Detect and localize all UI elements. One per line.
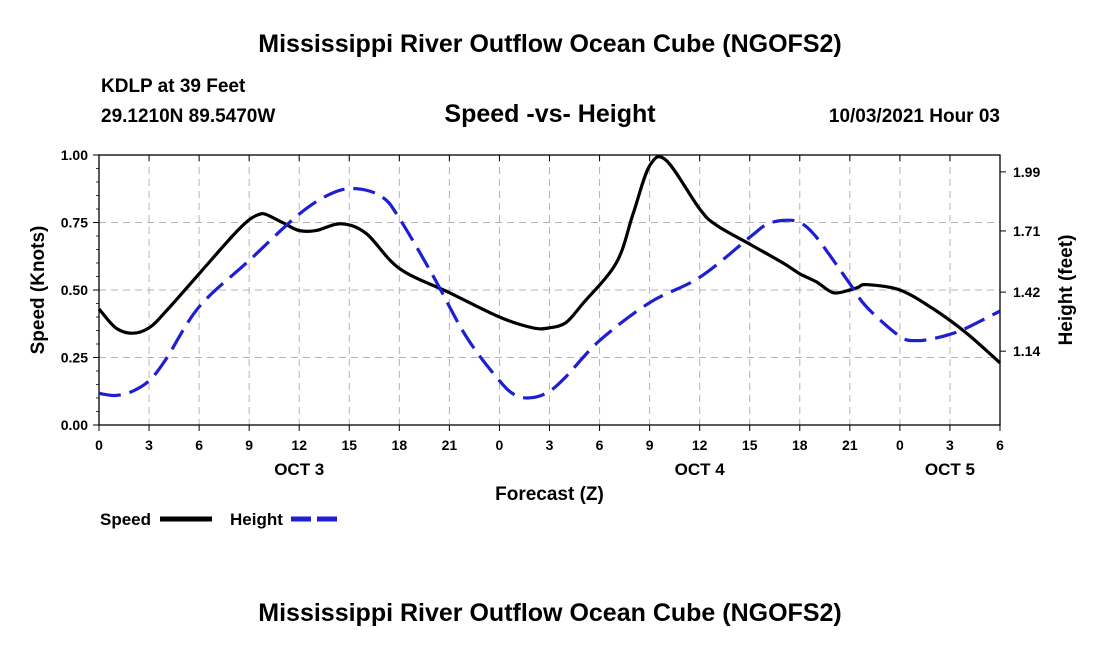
x-tick-label: 18: [392, 437, 408, 453]
location-label: 29.1210N 89.5470W: [101, 106, 276, 127]
x-tick-label: 3: [946, 437, 954, 453]
x-tick-label: 0: [896, 437, 904, 453]
legend-label-height: Height: [230, 510, 283, 529]
x-tick-label: 6: [195, 437, 203, 453]
y-axis-label: Speed (Knots): [28, 226, 49, 355]
day-label: OCT 3: [274, 460, 324, 479]
y-tick-label: 0.50: [61, 282, 88, 298]
plot-subtitle: Speed -vs- Height: [444, 100, 656, 128]
y-tick-label: 0.75: [61, 215, 88, 231]
x-tick-label: 18: [792, 437, 808, 453]
y2-tick-label: 1.42: [1013, 284, 1040, 300]
series-line-speed: [97, 154, 1002, 365]
y2-tick-label: 1.99: [1013, 164, 1040, 180]
chart-title: Mississippi River Outflow Ocean Cube (NG…: [258, 30, 842, 58]
x-tick-label: 21: [842, 437, 858, 453]
x-axis-label: Forecast (Z): [495, 484, 604, 505]
x-tick-label: 3: [145, 437, 153, 453]
day-label: OCT 4: [675, 460, 726, 479]
footer-title: Mississippi River Outflow Ocean Cube (NG…: [258, 599, 842, 627]
x-tick-label: 21: [442, 437, 458, 453]
x-tick-label: 9: [646, 437, 654, 453]
y-tick-label: 0.25: [61, 350, 88, 366]
x-tick-label: 0: [95, 437, 103, 453]
y2-axis-label: Height (feet): [1056, 235, 1077, 346]
x-tick-label: 9: [245, 437, 253, 453]
y2-tick-label: 1.71: [1013, 223, 1040, 239]
x-tick-label: 12: [692, 437, 708, 453]
x-tick-label: 15: [742, 437, 758, 453]
x-tick-label: 12: [291, 437, 307, 453]
y-tick-label: 1.00: [61, 147, 88, 163]
x-tick-label: 15: [341, 437, 357, 453]
y-tick-label: 0.00: [61, 417, 88, 433]
legend-label-speed: Speed: [100, 510, 151, 529]
x-tick-label: 6: [996, 437, 1004, 453]
day-label: OCT 5: [925, 460, 975, 479]
x-tick-label: 3: [546, 437, 554, 453]
y2-tick-label: 1.14: [1013, 343, 1040, 359]
station-label: KDLP at 39 Feet: [101, 76, 246, 97]
x-tick-label: 6: [596, 437, 604, 453]
date-label: 10/03/2021 Hour 03: [828, 106, 1000, 127]
x-tick-label: 0: [496, 437, 504, 453]
series-line-height: [98, 186, 1001, 400]
